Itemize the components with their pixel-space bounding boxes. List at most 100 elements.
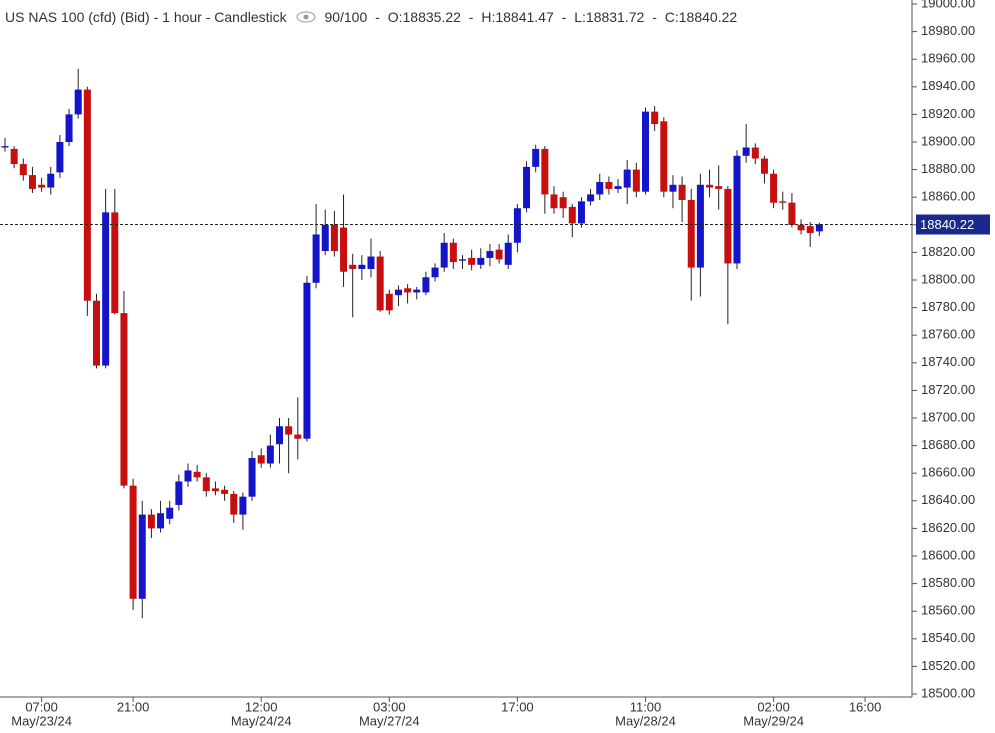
y-tick-label: 18920.00 [921, 106, 975, 121]
separator: - [561, 9, 567, 25]
candle-body [28, 175, 36, 189]
separator: - [652, 9, 657, 25]
candle-body [742, 147, 750, 156]
candle-body [577, 201, 585, 224]
candle-body [276, 426, 283, 445]
candle-body [541, 148, 549, 195]
candle-body [266, 445, 274, 464]
candle-body [1, 146, 9, 148]
candle-body [303, 282, 311, 439]
candle-body [449, 242, 457, 263]
x-date-label: May/24/24 [231, 713, 292, 728]
candle-body [367, 256, 375, 269]
y-tick-label: 18880.00 [921, 161, 975, 176]
y-tick-label: 18520.00 [921, 658, 975, 673]
x-date-label: May/23/24 [11, 713, 72, 728]
candle-body [166, 507, 174, 519]
y-tick-label: 18820.00 [921, 244, 975, 259]
y-tick-label: 18600.00 [921, 547, 975, 562]
candle-body [806, 226, 814, 234]
readout-label: C: [664, 9, 679, 25]
x-date-label: May/29/24 [743, 713, 804, 728]
x-date-label: May/28/24 [615, 713, 676, 728]
candle-body [431, 267, 439, 278]
y-tick-label: 18640.00 [921, 492, 975, 507]
candle-body [285, 426, 293, 435]
candle-body [157, 513, 165, 529]
candle-body [349, 264, 357, 269]
candle-body [404, 288, 412, 293]
candle-body [523, 166, 531, 209]
candle-body [706, 184, 714, 188]
candle-body [779, 201, 787, 203]
candle-body [495, 249, 503, 260]
candle-body [623, 169, 631, 188]
chart-title: US NAS 100 (cfd) (Bid) - 1 hour - Candle… [5, 9, 287, 25]
candle-body [230, 493, 238, 515]
y-tick-label: 18860.00 [921, 189, 975, 204]
x-tick-label: 16:00 [849, 699, 882, 714]
candle-body [83, 89, 91, 301]
x-tick-label: 21:00 [117, 699, 150, 714]
candle-body [129, 485, 137, 599]
readout-label: L: [574, 9, 586, 25]
candle-body [468, 257, 476, 265]
candle-body [211, 488, 219, 492]
candle-body [550, 194, 558, 209]
candle-body [477, 257, 485, 265]
candle-body [596, 182, 604, 195]
candle-body [587, 194, 595, 202]
candle-body [65, 114, 73, 142]
candle-body [120, 313, 128, 486]
y-tick-label: 18620.00 [921, 520, 975, 535]
candle-body [257, 455, 265, 464]
y-tick-label: 18800.00 [921, 271, 975, 286]
y-tick-label: 18940.00 [921, 78, 975, 93]
candle-body [687, 199, 695, 268]
candle-body [138, 514, 146, 599]
candle-body [376, 256, 384, 311]
candle-body [422, 277, 430, 293]
candle-body [788, 202, 796, 225]
last-price-box [916, 214, 990, 235]
candle-body [56, 142, 64, 173]
y-tick-label: 18720.00 [921, 382, 975, 397]
candle-body [715, 186, 723, 189]
candle-body [632, 169, 640, 192]
x-tick-label: 03:00 [373, 699, 406, 714]
candle-body [340, 227, 348, 272]
candle-body [440, 242, 448, 268]
candle-body [642, 111, 649, 192]
x-tick-label: 02:00 [757, 699, 790, 714]
candle-body [385, 293, 393, 311]
candle-body [321, 224, 329, 252]
readout-low: 18831.72 [585, 9, 645, 25]
y-tick-label: 18560.00 [921, 603, 975, 618]
x-tick-label: 11:00 [630, 699, 662, 714]
readout-close: 18840.22 [678, 9, 738, 25]
x-date-label: May/27/24 [359, 713, 420, 728]
candle-body [669, 184, 677, 192]
candle-body [294, 434, 302, 439]
candle-body [614, 186, 622, 189]
candle-body [47, 173, 55, 188]
candle-body [696, 184, 704, 268]
y-tick-label: 19000.00 [921, 0, 975, 10]
candle-body [19, 164, 27, 176]
candle-body [184, 470, 192, 482]
candle-body [248, 458, 256, 497]
readout-open: 18835.22 [402, 9, 461, 25]
candle-body [202, 477, 210, 492]
candle-body [770, 173, 778, 203]
candle-body [568, 206, 576, 224]
eye-icon[interactable] [295, 10, 317, 24]
candle-body [486, 251, 494, 258]
readout-high: 18841.47 [495, 9, 554, 25]
candle-body [330, 224, 338, 252]
x-tick-label: 07:00 [25, 699, 58, 714]
candle-body [651, 111, 659, 125]
candle-body [760, 158, 768, 174]
x-tick-label: 17:00 [501, 699, 534, 714]
last-price-label: 18840.22 [920, 217, 974, 232]
